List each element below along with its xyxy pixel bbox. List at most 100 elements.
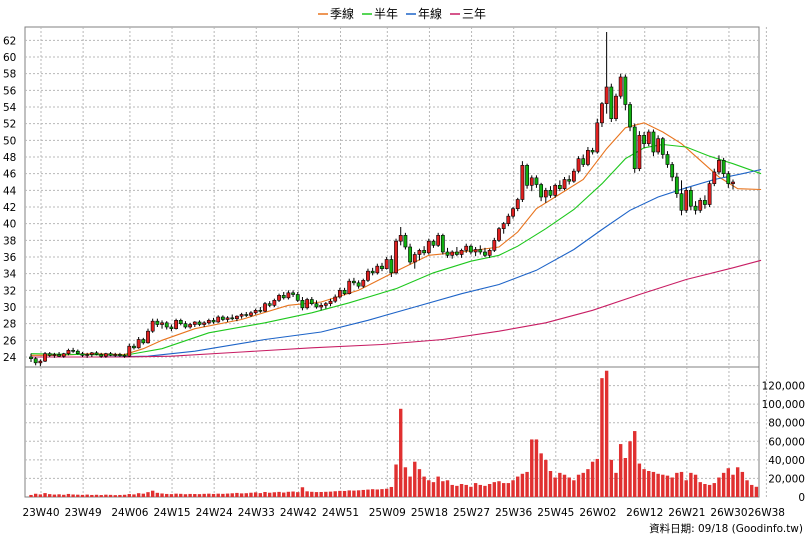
volume-bar xyxy=(389,486,394,497)
volume-bar xyxy=(85,494,89,497)
volume-bar xyxy=(525,471,529,497)
candle xyxy=(534,175,539,188)
candle xyxy=(431,239,436,248)
candle xyxy=(571,168,576,183)
time-tick-label: 24W51 xyxy=(322,507,359,519)
volume-bar xyxy=(670,477,674,497)
price-tick-label: 30 xyxy=(3,302,16,314)
candle xyxy=(389,255,394,277)
candle xyxy=(609,83,614,122)
candle xyxy=(33,357,38,366)
volume-bar xyxy=(108,494,113,497)
candle xyxy=(590,147,595,155)
candle xyxy=(529,175,534,192)
volume-bar xyxy=(263,491,267,497)
volume-bar xyxy=(637,463,642,497)
candle xyxy=(155,318,160,327)
candle xyxy=(146,328,150,344)
time-tick-label: 26W12 xyxy=(626,507,663,519)
candle xyxy=(258,307,263,313)
candle xyxy=(469,244,473,255)
time-tick-label: 25W09 xyxy=(369,507,406,519)
candle xyxy=(684,187,689,213)
time-tick-label: 24W24 xyxy=(196,507,233,519)
candle xyxy=(43,352,47,362)
candle xyxy=(366,268,370,282)
candle xyxy=(525,163,529,189)
candle xyxy=(127,343,132,357)
time-tick-label: 25W45 xyxy=(537,507,574,519)
candle xyxy=(113,352,118,357)
candle xyxy=(71,347,76,353)
candle xyxy=(141,337,146,345)
time-tick-label: 24W06 xyxy=(111,507,148,519)
volume-bar xyxy=(492,482,497,497)
candle xyxy=(57,352,61,357)
volume-bar xyxy=(370,489,375,497)
volume-bar xyxy=(141,493,146,497)
candle xyxy=(426,238,431,255)
volume-bar xyxy=(296,492,300,497)
volume-bar xyxy=(604,370,609,497)
volume-bar xyxy=(441,481,445,497)
volume-bar xyxy=(249,492,253,497)
volume-bar xyxy=(300,487,305,497)
volume-bar xyxy=(539,453,543,497)
volume-bar xyxy=(122,494,127,497)
volume-bar xyxy=(665,475,670,497)
volume-bar xyxy=(310,491,314,497)
time-tick-label: 25W36 xyxy=(495,507,532,519)
price-tick-label: 28 xyxy=(3,319,16,331)
volume-bar xyxy=(62,494,66,497)
volume-bar xyxy=(487,484,492,497)
candle xyxy=(370,267,375,276)
price-tick-label: 40 xyxy=(3,219,16,231)
candle xyxy=(235,315,239,322)
time-tick-label: 24W33 xyxy=(238,507,275,519)
candle xyxy=(178,318,183,326)
candle xyxy=(272,298,277,307)
candle xyxy=(333,294,338,303)
price-tick-label: 38 xyxy=(3,235,16,247)
candle xyxy=(487,248,492,258)
volume-bar xyxy=(595,458,599,497)
candle xyxy=(450,250,455,259)
price-tick-label: 44 xyxy=(3,185,17,197)
volume-bar xyxy=(642,469,646,497)
candle xyxy=(576,156,581,173)
candle xyxy=(417,248,422,261)
volume-bar xyxy=(647,471,651,497)
candle xyxy=(174,318,178,330)
candle xyxy=(80,352,85,357)
candle xyxy=(440,233,445,255)
volume-tick-label: 40,000 xyxy=(768,455,805,467)
chart-legend: 季線 半年 年線 三年 xyxy=(318,6,486,21)
candle xyxy=(122,353,127,358)
volume-bar xyxy=(516,476,520,497)
candle xyxy=(160,320,164,329)
volume-bar xyxy=(707,484,712,497)
volume-bar xyxy=(43,493,47,497)
volume-bar xyxy=(99,495,103,497)
price-panel-frame xyxy=(24,26,760,368)
volume-bar xyxy=(76,494,80,497)
volume-bar xyxy=(216,493,220,497)
volume-bar xyxy=(127,494,131,497)
candle xyxy=(337,287,342,299)
candle xyxy=(94,351,99,356)
candle xyxy=(651,129,656,157)
candle xyxy=(52,352,57,358)
volume-bar xyxy=(614,472,618,497)
volume-bar xyxy=(628,441,632,497)
candle xyxy=(356,280,361,289)
volume-bar xyxy=(132,494,136,497)
volume-bar xyxy=(534,439,539,497)
volume-bar xyxy=(258,493,263,497)
volume-bar xyxy=(66,493,71,497)
volume-bar xyxy=(651,471,656,497)
candle xyxy=(211,317,216,324)
candle xyxy=(473,247,478,257)
volume-bar xyxy=(188,493,192,497)
candle xyxy=(295,292,300,302)
volume-bar xyxy=(380,489,384,497)
